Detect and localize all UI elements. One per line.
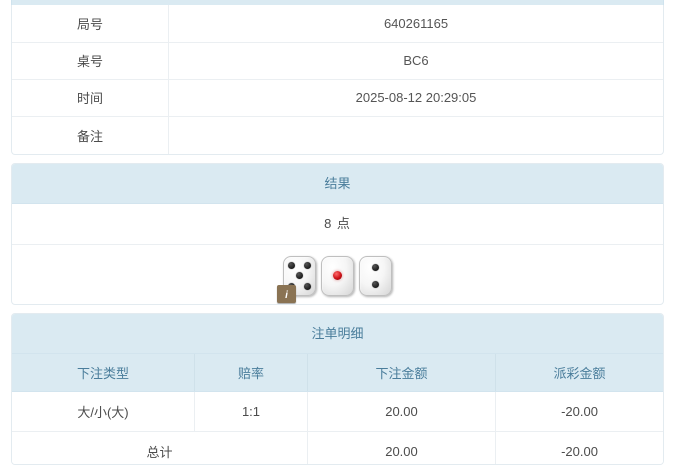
info-label-time: 时间	[12, 79, 169, 118]
round-info-table: 局号 640261165 桌号 BC6 时间 2025-08-12 20:29:…	[12, 5, 663, 154]
table-header-row: 下注类型 赔率 下注金额 派彩金额	[12, 354, 663, 392]
dice-row: i	[12, 245, 663, 304]
column-header-odds: 赔率	[194, 354, 308, 392]
die-pip	[304, 282, 311, 290]
die-pip	[296, 272, 303, 279]
previous-panel-header-strip	[11, 0, 664, 5]
result-points-value: 8 点	[12, 204, 663, 245]
table-row: 备注	[12, 116, 664, 154]
column-header-payout: 派彩金额	[495, 354, 663, 392]
cell-payout: -20.00	[495, 391, 663, 432]
info-label-round-no: 局号	[12, 5, 169, 43]
info-label-table-no: 桌号	[12, 42, 169, 80]
result-panel-header: 结果	[12, 164, 663, 204]
info-value-remark	[169, 117, 664, 154]
round-info-panel: 局号 640261165 桌号 BC6 时间 2025-08-12 20:29:…	[11, 5, 664, 155]
table-total-row: 总计 20.00 -20.00	[12, 431, 663, 464]
die-pip-red	[333, 271, 342, 280]
cell-odds: 1:1	[194, 391, 308, 432]
bet-detail-panel: 注单明细 下注类型 赔率 下注金额 派彩金额 大/小(大) 1:1 20.00 …	[11, 313, 664, 465]
die-pip	[372, 263, 379, 271]
table-row: 桌号 BC6	[12, 42, 663, 80]
die-3[interactable]	[359, 255, 392, 296]
info-value-time: 2025-08-12 20:29:05	[168, 79, 663, 118]
die-1[interactable]: i	[277, 255, 316, 303]
info-icon[interactable]: i	[277, 284, 296, 303]
info-value-table-no: BC6	[168, 42, 663, 80]
table-row: 局号 640261165	[12, 5, 663, 43]
cell-total-label: 总计	[12, 431, 308, 464]
cell-bet-type: 大/小(大)	[12, 391, 195, 432]
table-row: 时间 2025-08-12 20:29:05	[12, 79, 663, 118]
die-2[interactable]	[321, 255, 354, 296]
column-header-stake: 下注金额	[307, 354, 496, 392]
table-row: 大/小(大) 1:1 20.00 -20.00	[12, 391, 663, 432]
bet-detail-table: 下注类型 赔率 下注金额 派彩金额 大/小(大) 1:1 20.00 -20.0…	[12, 354, 663, 464]
die-pip	[288, 261, 295, 269]
die-pip	[372, 280, 379, 288]
info-value-round-no: 640261165	[168, 5, 663, 43]
cell-total-stake: 20.00	[307, 431, 496, 464]
cell-stake: 20.00	[307, 391, 496, 432]
bet-detail-header: 注单明细	[12, 314, 663, 354]
info-label-remark: 备注	[12, 116, 169, 154]
cell-total-payout: -20.00	[495, 431, 663, 464]
column-header-bet-type: 下注类型	[12, 354, 195, 392]
die-pip	[304, 261, 311, 269]
result-panel: 结果 8 点 i	[11, 163, 664, 305]
